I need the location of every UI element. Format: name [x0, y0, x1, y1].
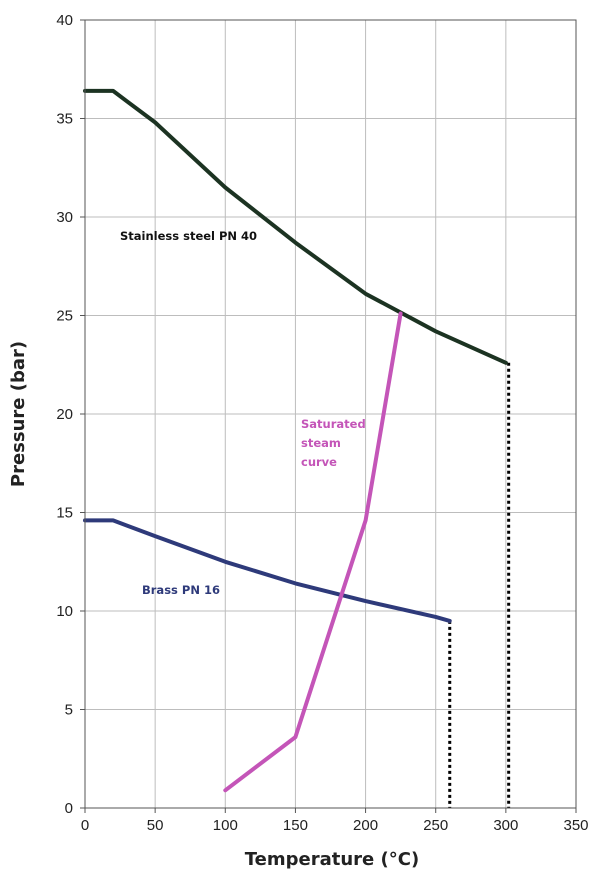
- series-line-stainless-steel-pn-40: [83, 88, 508, 365]
- plot-frame: [84, 19, 577, 809]
- y-tick-label: 30: [56, 209, 73, 226]
- y-tick-label: 0: [65, 800, 73, 817]
- y-tick-label: 25: [56, 308, 73, 325]
- x-tick-label: 300: [493, 817, 518, 834]
- x-tick-label: 250: [423, 817, 448, 834]
- x-axis-title: Temperature (°C): [245, 849, 419, 869]
- x-tick-label: 200: [353, 817, 378, 834]
- annotation-brass: Brass PN 16: [142, 583, 220, 597]
- dotted-limit-lines: [448, 362, 511, 808]
- annotation-saturated: Saturated: [301, 417, 366, 431]
- x-tick-label: 150: [283, 817, 308, 834]
- y-tick-label: 5: [65, 702, 73, 719]
- y-tick-label: 20: [56, 406, 73, 423]
- annotation-curve: curve: [301, 455, 337, 469]
- annotation-stainless-steel: Stainless steel PN 40: [120, 229, 257, 243]
- series-line-brass-pn-16: [83, 518, 452, 623]
- annotation-steam: steam: [301, 436, 341, 450]
- series-line-saturated-steam-curve: [223, 311, 403, 793]
- x-tick-label: 100: [213, 817, 238, 834]
- y-tick-label: 40: [56, 12, 73, 29]
- tick-labels: 0 50 100 150 200 250 300 350 0 5 10 15 20 25 30 35 40: [56, 12, 588, 834]
- annotations: Stainless steel PN 40 Saturated steam cu…: [120, 229, 366, 597]
- grid-lines: [80, 19, 577, 813]
- series-lines: [83, 88, 508, 793]
- y-tick-label: 35: [56, 111, 73, 128]
- y-tick-label: 15: [56, 505, 73, 522]
- x-tick-label: 0: [81, 817, 89, 834]
- x-tick-label: 50: [147, 817, 164, 834]
- y-tick-label: 10: [56, 603, 73, 620]
- x-tick-label: 350: [563, 817, 588, 834]
- y-axis-title: Pressure (bar): [8, 341, 29, 487]
